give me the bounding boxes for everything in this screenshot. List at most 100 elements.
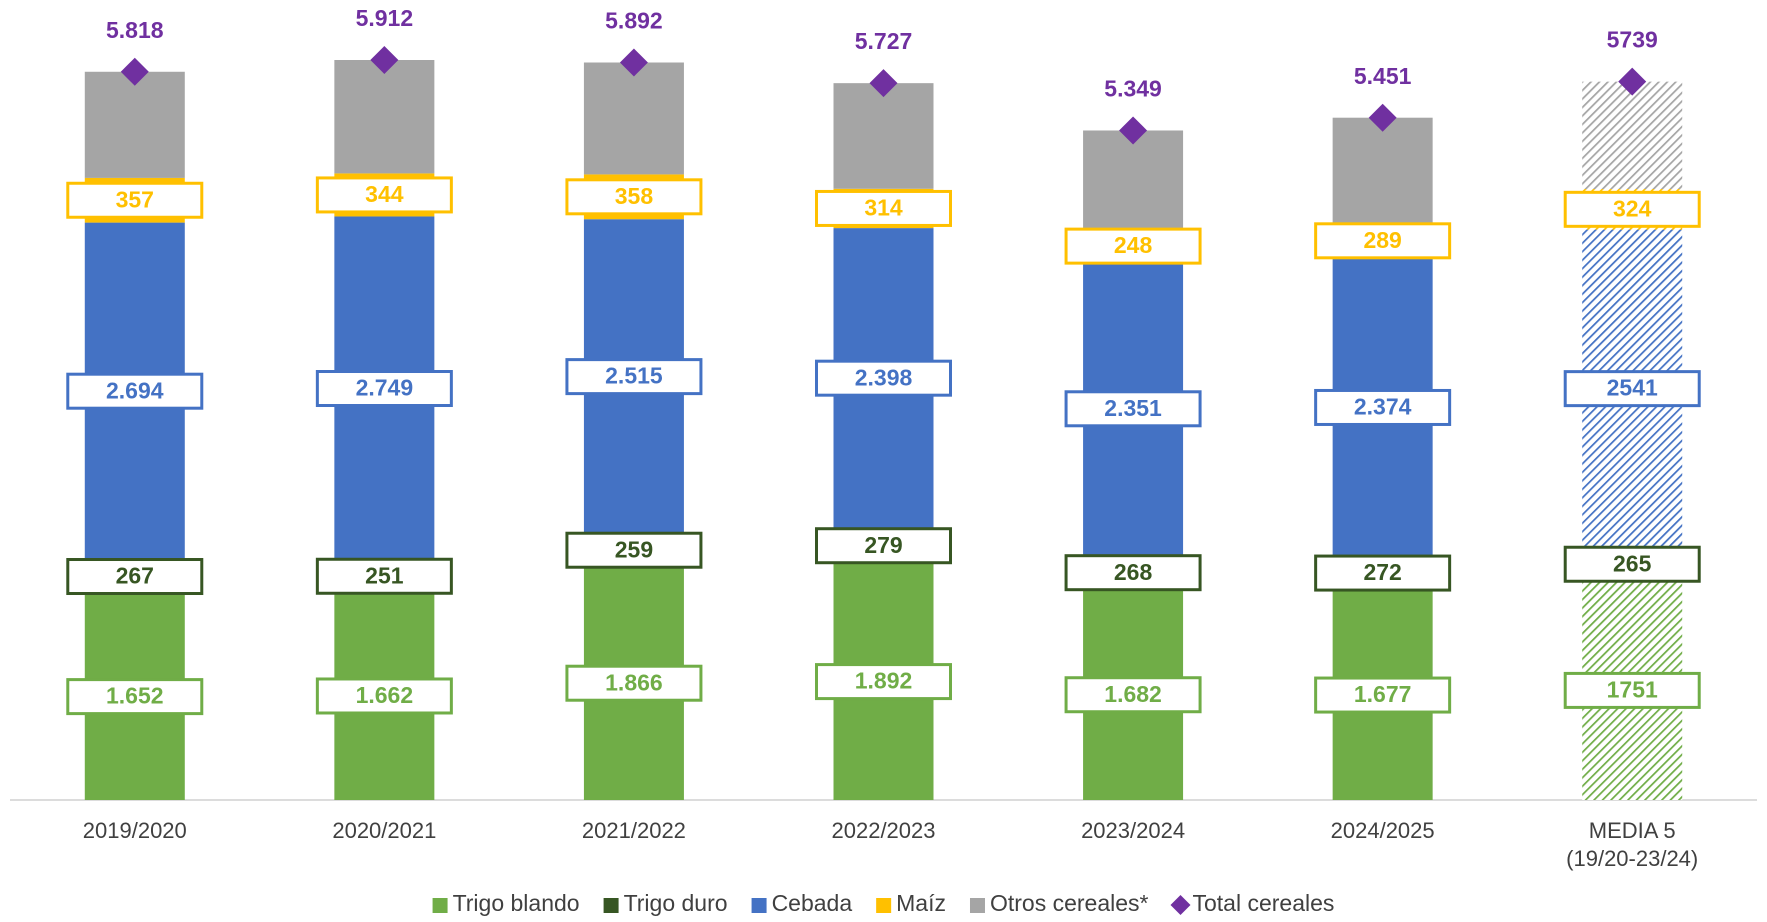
data-label: 357 [116,186,154,212]
bar-segment [833,83,934,189]
label-box [1064,390,1202,428]
legend-label: Cebada [772,890,853,916]
label-box [1314,676,1452,714]
total-label: 5739 [1607,27,1658,53]
data-label: 1.892 [855,668,913,694]
data-label: 314 [864,195,903,221]
legend-item: Cebada [751,890,853,916]
data-label: 2.374 [1354,394,1412,420]
x-tick-label: 2023/2024 [1081,818,1185,843]
legend-marker [876,898,892,913]
total-marker [1368,103,1397,132]
x-tick-label: 2019/2020 [83,818,187,843]
legend-item: Total cereales [1170,890,1335,916]
label-box [315,370,453,408]
data-label: 324 [1613,195,1652,221]
legend-label: Trigo duro [624,890,728,916]
label-box [565,358,703,396]
data-label: 289 [1363,227,1401,253]
total-label: 5.912 [356,5,414,31]
data-label: 279 [864,532,902,558]
label-box [1563,370,1701,408]
x-tick-label: 2020/2021 [332,818,436,843]
total-marker [120,57,149,86]
data-label: 248 [1114,232,1153,258]
data-label: 272 [1363,559,1401,585]
data-label: 358 [615,183,654,209]
bar-segment [1582,81,1683,190]
legend-marker [969,898,985,913]
label-box [315,176,453,214]
data-label: 259 [615,536,653,562]
data-label: 267 [116,563,154,589]
data-label: 2.515 [605,363,663,389]
total-marker [1119,116,1148,145]
label-box [66,558,204,596]
data-label: 1.866 [605,669,663,695]
legend-item: Trigo duro [603,890,728,916]
total-marker [869,69,898,98]
label-box [815,527,952,565]
legend-label: Maíz [896,890,946,916]
label-box [1314,554,1452,592]
label-box [815,189,952,227]
label-box [315,557,453,595]
bar-segment [1083,130,1184,231]
x-tick-label: MEDIA 5 (19/20-23/24) [1566,818,1698,871]
legend-item: Maíz [876,890,946,916]
label-box [565,531,703,569]
legend-label: Total cereales [1193,890,1335,916]
legend-marker [751,898,767,913]
total-label: 5.727 [855,28,913,54]
legend-marker [1170,895,1191,915]
total-label: 5.349 [1104,76,1162,102]
total-label: 5.892 [605,8,663,34]
legend-label: Otros cereales* [990,890,1149,916]
label-box [1314,222,1452,260]
data-label: 2.351 [1104,395,1162,421]
label-box [815,359,952,397]
x-tick-label: 2021/2022 [582,818,686,843]
x-tick-label: 2024/2025 [1331,818,1435,843]
label-box [1314,388,1452,426]
total-marker [619,48,648,77]
bar-segment [1332,117,1433,223]
label-box [1563,545,1701,583]
data-label: 268 [1114,559,1153,585]
label-box [1064,554,1202,592]
label-box [815,663,952,701]
label-box [66,678,204,716]
data-label: 265 [1613,550,1652,576]
total-marker [370,46,399,74]
data-label: 344 [365,181,404,207]
total-marker [1618,67,1647,96]
legend-marker [603,898,619,913]
bar-segment [334,60,435,174]
label-box [1064,227,1202,265]
data-label: 1.682 [1104,681,1162,707]
data-label: 2.398 [855,364,913,390]
legend-item: Trigo blando [432,890,580,916]
label-box [1563,671,1701,709]
label-box [66,372,204,410]
label-box [1064,676,1202,714]
legend-label: Trigo blando [453,890,580,916]
data-label: 1.652 [106,683,164,709]
total-label: 5.818 [106,17,164,43]
total-label: 5.451 [1354,63,1412,89]
x-tick-label: 2022/2023 [832,818,936,843]
data-label: 2.694 [106,377,164,403]
legend-item: Otros cereales* [969,890,1149,916]
label-box [315,677,453,715]
data-label: 1.677 [1354,681,1412,707]
data-label: 1.662 [356,682,414,708]
data-label: 251 [365,562,404,588]
legend-marker [432,898,448,913]
data-label: 2541 [1607,375,1658,401]
bar-segment [84,71,185,178]
label-box [565,178,703,216]
label-box [66,181,204,219]
label-box [1563,190,1701,228]
bar-segment [583,62,684,175]
